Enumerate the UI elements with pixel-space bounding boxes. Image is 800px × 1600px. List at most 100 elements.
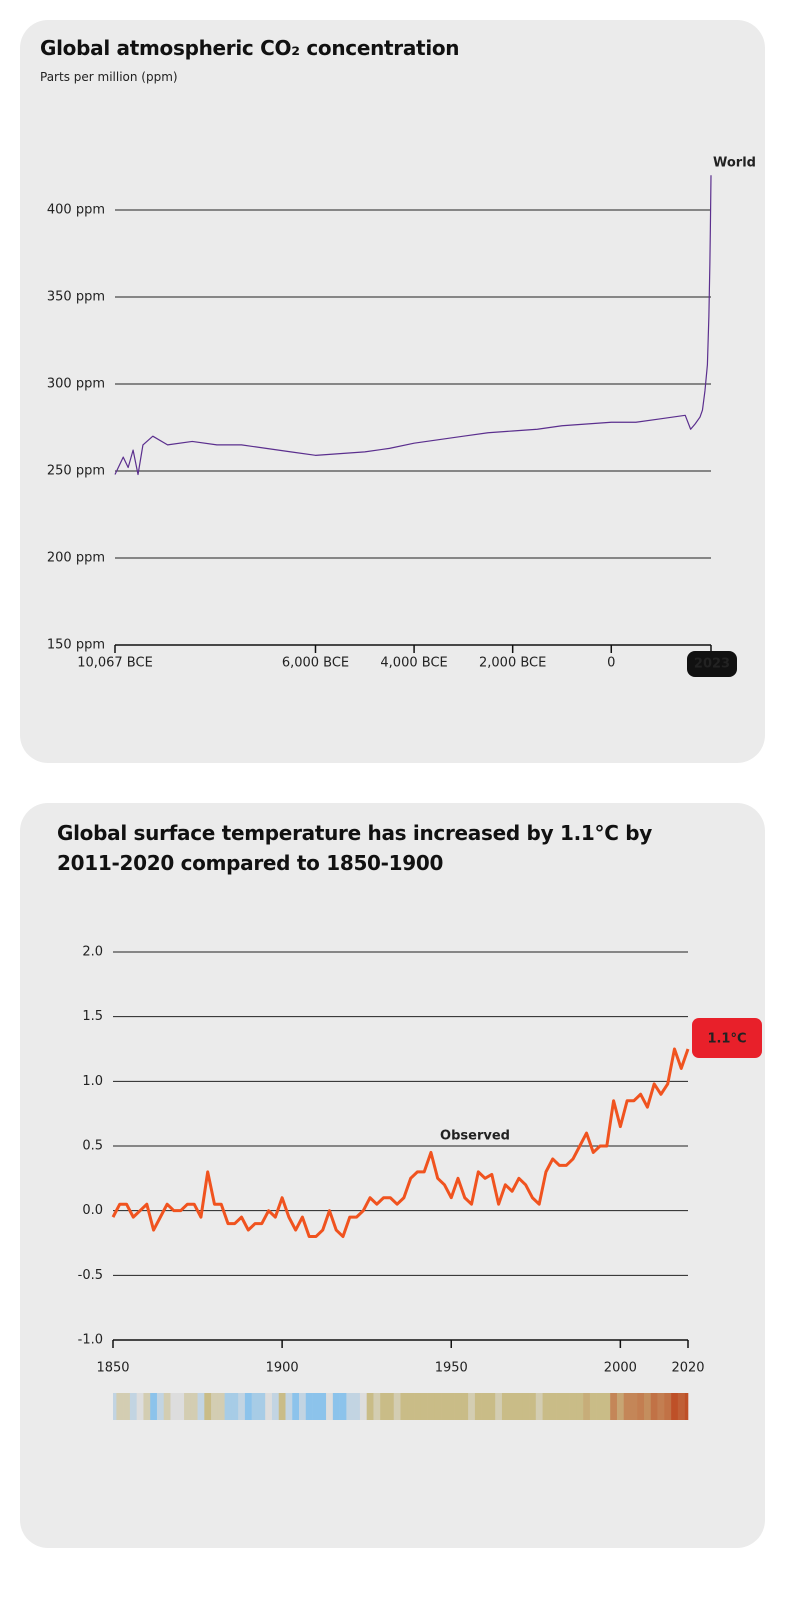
warming-stripe <box>170 1393 178 1420</box>
warming-stripe <box>441 1393 449 1420</box>
y-tick-label: 200 ppm <box>47 551 105 566</box>
series-label: Observed <box>440 1129 510 1144</box>
warming-stripe <box>400 1393 408 1420</box>
warming-stripe <box>576 1393 584 1420</box>
x-tick-label: 2023 <box>694 657 730 672</box>
y-tick-label: 350 ppm <box>47 290 105 305</box>
warming-stripe <box>204 1393 212 1420</box>
warming-stripe <box>292 1393 300 1420</box>
warming-stripe <box>488 1393 496 1420</box>
warming-stripe <box>163 1393 171 1420</box>
y-tick-label: 2.0 <box>82 945 103 960</box>
warming-stripe <box>393 1393 401 1420</box>
warming-stripe <box>414 1393 422 1420</box>
warming-stripe <box>603 1393 611 1420</box>
y-tick-label: 1.0 <box>82 1074 103 1089</box>
x-tick-label: 2020 <box>671 1361 704 1376</box>
x-tick-label: 1950 <box>435 1361 468 1376</box>
warming-stripe <box>569 1393 577 1420</box>
warming-stripe <box>515 1393 523 1420</box>
x-tick-label: 10,067 BCE <box>77 656 153 671</box>
warming-stripe <box>353 1393 361 1420</box>
warming-stripe <box>549 1393 557 1420</box>
warming-stripe <box>427 1393 435 1420</box>
warming-stripe <box>637 1393 645 1420</box>
warming-stripe <box>312 1393 320 1420</box>
data-line <box>114 175 712 476</box>
warming-stripe <box>129 1393 137 1420</box>
card <box>20 803 765 1548</box>
warming-stripe <box>177 1393 185 1420</box>
warming-stripe <box>346 1393 354 1420</box>
warming-stripe <box>468 1393 476 1420</box>
warming-stripe <box>359 1393 367 1420</box>
y-tick-label: -1.0 <box>78 1333 103 1348</box>
warming-stripe <box>113 1393 117 1420</box>
warming-stripe <box>299 1393 307 1420</box>
warming-stripe <box>501 1393 510 1420</box>
warming-stripe <box>562 1393 570 1420</box>
chart-subtitle: Parts per million (ppm) <box>40 70 178 84</box>
warming-stripe <box>386 1393 395 1420</box>
warming-stripe <box>136 1393 144 1420</box>
warming-stripe <box>556 1393 564 1420</box>
warming-stripe <box>326 1393 334 1420</box>
warming-stripe <box>684 1393 689 1420</box>
y-tick-label: 150 ppm <box>47 638 105 653</box>
warming-stripe <box>522 1393 530 1420</box>
warming-stripe <box>278 1393 286 1420</box>
warming-stripe <box>644 1393 652 1420</box>
y-tick-label: 0.5 <box>82 1139 103 1154</box>
warming-stripe <box>616 1393 625 1420</box>
warming-stripe <box>143 1393 151 1420</box>
warming-stripe <box>623 1393 631 1420</box>
warming-stripe <box>285 1393 293 1420</box>
y-tick-label: 0.0 <box>82 1203 103 1218</box>
data-line <box>111 1047 690 1239</box>
y-tick-label: 1.5 <box>82 1009 103 1024</box>
warming-stripe <box>123 1393 131 1420</box>
warming-stripe <box>305 1393 313 1420</box>
warming-stripe <box>150 1393 158 1420</box>
warming-stripe <box>596 1393 604 1420</box>
y-tick-label: -0.5 <box>78 1268 103 1283</box>
x-tick-label: 2,000 BCE <box>479 656 546 671</box>
warming-stripe <box>366 1393 374 1420</box>
warming-stripe <box>664 1393 672 1420</box>
warming-stripe <box>481 1393 489 1420</box>
warming-stripe <box>258 1393 266 1420</box>
warming-stripe <box>420 1393 428 1420</box>
annotation-badge <box>692 1018 762 1058</box>
warming-stripe <box>454 1393 462 1420</box>
warming-stripe <box>231 1393 239 1420</box>
warming-stripe <box>251 1393 259 1420</box>
warming-stripe <box>238 1393 246 1420</box>
warming-stripe <box>542 1393 550 1420</box>
x-tick-label: 4,000 BCE <box>380 656 447 671</box>
warming-stripe <box>508 1393 516 1420</box>
warming-stripe <box>529 1393 537 1420</box>
warming-stripe <box>184 1393 192 1420</box>
warming-stripe <box>244 1393 252 1420</box>
warming-stripe <box>495 1393 503 1420</box>
warming-stripe <box>211 1393 219 1420</box>
warming-stripe <box>217 1393 225 1420</box>
warming-stripe <box>657 1393 665 1420</box>
warming-stripe <box>671 1393 679 1420</box>
warming-stripe <box>339 1393 347 1420</box>
x-tick-label: 0 <box>607 656 615 671</box>
chart-title: Global atmospheric CO₂ concentration <box>40 36 460 60</box>
warming-stripe <box>373 1393 381 1420</box>
warming-stripe <box>265 1393 273 1420</box>
warming-stripe <box>447 1393 455 1420</box>
warming-stripe <box>380 1393 388 1420</box>
warming-stripe <box>332 1393 340 1420</box>
warming-stripe <box>474 1393 482 1420</box>
series-label: World <box>713 156 756 171</box>
y-tick-label: 300 ppm <box>47 377 105 392</box>
warming-stripe <box>583 1393 591 1420</box>
card <box>20 20 765 763</box>
warming-stripe <box>156 1393 165 1420</box>
x-tick-label: 6,000 BCE <box>282 656 349 671</box>
